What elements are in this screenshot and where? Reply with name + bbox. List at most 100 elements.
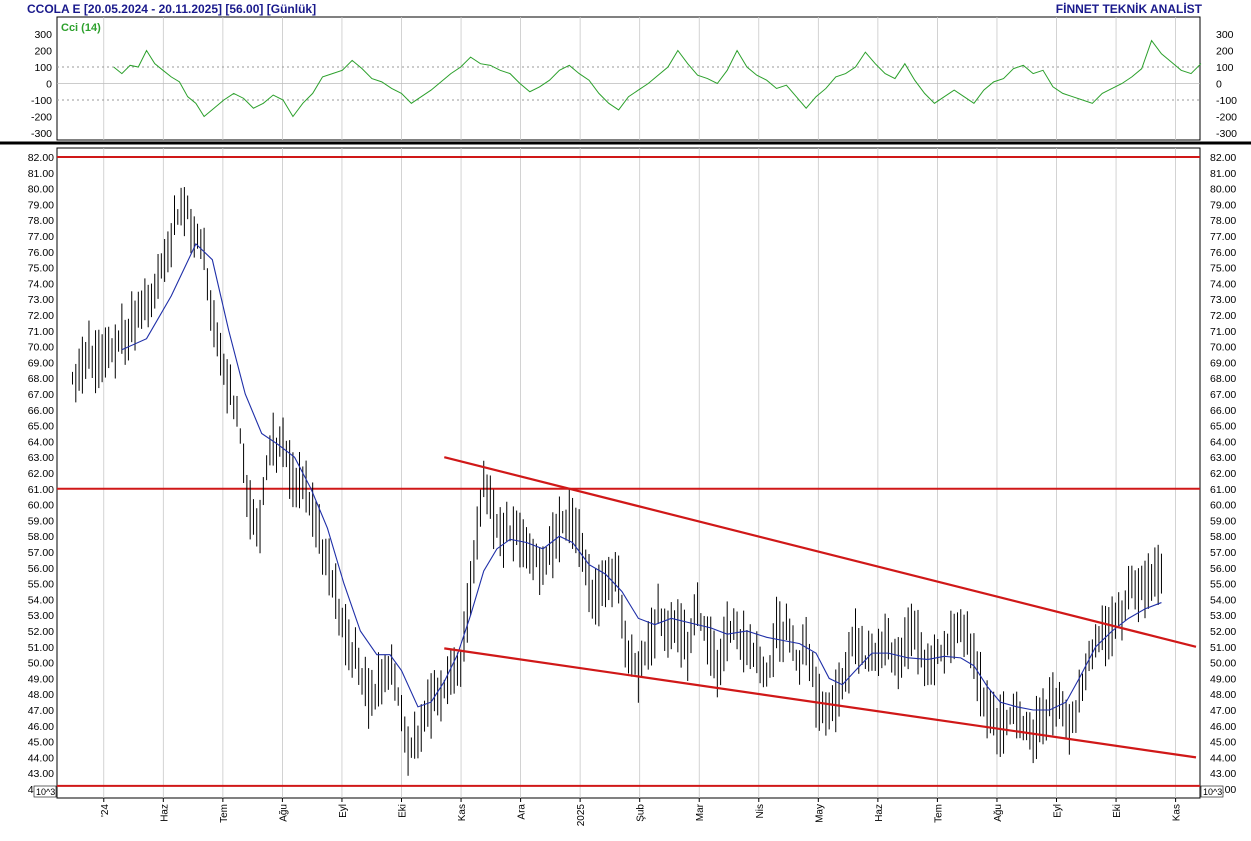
- scale-note-right: 10^3: [1200, 785, 1224, 798]
- price-y-tick-left: 71.00: [28, 326, 54, 338]
- price-y-tick-right: 50.00: [1210, 658, 1236, 670]
- price-y-tick-left: 76.00: [28, 247, 54, 259]
- price-y-tick-left: 46.00: [28, 721, 54, 733]
- price-y-tick-right: 76.00: [1210, 247, 1236, 259]
- price-y-tick-left: 50.00: [28, 658, 54, 670]
- price-y-tick-right: 75.00: [1210, 263, 1236, 275]
- price-bars: [72, 187, 1162, 776]
- cci-y-tick-right: -300: [1216, 128, 1237, 140]
- price-y-tick-right: 70.00: [1210, 342, 1236, 354]
- price-y-tick-right: 49.00: [1210, 673, 1236, 685]
- price-y-tick-left: 62.00: [28, 468, 54, 480]
- cci-y-tick-left: -300: [31, 128, 52, 140]
- price-y-tick-left: 80.00: [28, 184, 54, 196]
- price-y-tick-right: 73.00: [1210, 294, 1236, 306]
- price-y-tick-right: 61.00: [1210, 484, 1236, 496]
- price-y-tick-right: 67.00: [1210, 389, 1236, 401]
- price-y-tick-left: 54.00: [28, 594, 54, 606]
- price-y-tick-right: 59.00: [1210, 515, 1236, 527]
- price-y-tick-right: 65.00: [1210, 421, 1236, 433]
- price-y-tick-left: 60.00: [28, 500, 54, 512]
- price-y-tick-right: 69.00: [1210, 357, 1236, 369]
- price-panel-border: [56, 147, 1201, 799]
- price-y-tick-left: 53.00: [28, 610, 54, 622]
- cci-y-tick-right: -100: [1216, 95, 1237, 107]
- price-y-tick-left: 66.00: [28, 405, 54, 417]
- x-tick-label: Haz: [874, 804, 885, 822]
- x-tick-label: Haz: [159, 804, 170, 822]
- period-label: [Günlük]: [266, 2, 317, 16]
- price-y-tick-right: 64.00: [1210, 436, 1236, 448]
- cci-y-tick-right: 0: [1216, 79, 1222, 91]
- x-tick-label: May: [814, 804, 825, 823]
- price-y-tick-left: 81.00: [28, 168, 54, 180]
- moving-average: [121, 242, 1162, 711]
- price-y-tick-left: 64.00: [28, 436, 54, 448]
- x-tick-label: Kas: [1172, 804, 1183, 821]
- price-y-tick-right: 44.00: [1210, 752, 1236, 764]
- last-price-label: [56.00]: [225, 2, 264, 16]
- price-y-tick-right: 56.00: [1210, 563, 1236, 575]
- cci-y-tick-right: 200: [1216, 46, 1234, 58]
- price-y-tick-left: 48.00: [28, 689, 54, 701]
- price-y-tick-right: 58.00: [1210, 531, 1236, 543]
- price-y-tick-right: 72.00: [1210, 310, 1236, 322]
- trend-line: [443, 456, 1197, 648]
- symbol-label: CCOLA E: [27, 2, 81, 16]
- price-y-tick-right: 45.00: [1210, 737, 1236, 749]
- horizontal-support-resistance-lines: [57, 156, 1200, 787]
- price-y-tick-right: 68.00: [1210, 373, 1236, 385]
- price-y-tick-left: 79.00: [28, 199, 54, 211]
- price-y-tick-left: 61.00: [28, 484, 54, 496]
- price-y-tick-right: 78.00: [1210, 215, 1236, 227]
- price-y-tick-right: 51.00: [1210, 642, 1236, 654]
- price-y-tick-left: 57.00: [28, 547, 54, 559]
- price-y-tick-right: 54.00: [1210, 594, 1236, 606]
- price-y-tick-left: 45.00: [28, 737, 54, 749]
- price-y-tick-left: 68.00: [28, 373, 54, 385]
- brand-label: FİNNET TEKNİK ANALİST: [1055, 2, 1202, 16]
- scale-note-left: 10^3: [33, 785, 57, 798]
- price-y-tick-left: 65.00: [28, 421, 54, 433]
- chart-header: CCOLA E [20.05.2024 - 20.11.2025] [56.00…: [27, 2, 316, 16]
- price-y-tick-right: 62.00: [1210, 468, 1236, 480]
- price-y-tick-left: 52.00: [28, 626, 54, 638]
- x-tick-label: Mar: [695, 803, 706, 821]
- price-y-tick-right: 79.00: [1210, 199, 1236, 211]
- x-axis-ticks: '24 Haz Tem Ağu Eyl Eki Kas Ara 2025 Şub Mar Nis May…: [100, 798, 1183, 826]
- x-tick-label: Eki: [398, 804, 409, 818]
- x-tick-label: Eyl: [338, 804, 349, 818]
- price-y-tick-right: 57.00: [1210, 547, 1236, 559]
- cci-y-tick-left: 100: [34, 62, 52, 74]
- price-y-tick-right: 47.00: [1210, 705, 1236, 717]
- cci-y-tick-left: -200: [31, 112, 52, 124]
- price-y-tick-right: 80.00: [1210, 184, 1236, 196]
- cci-y-tick-left: 200: [34, 46, 52, 58]
- cci-reference-lines: [57, 66, 1200, 101]
- price-y-tick-left: 67.00: [28, 389, 54, 401]
- price-y-tick-right: 81.00: [1210, 168, 1236, 180]
- price-y-tick-left: 44.00: [28, 752, 54, 764]
- x-tick-label: Şub: [636, 804, 647, 822]
- scale-note-right-text: 10^3: [1203, 787, 1222, 797]
- cci-line: [113, 39, 1202, 118]
- x-tick-label: 2025: [576, 804, 587, 827]
- cci-panel-border: [56, 16, 1201, 141]
- price-y-tick-left: 49.00: [28, 673, 54, 685]
- price-y-tick-left: 47.00: [28, 705, 54, 717]
- price-y-tick-right: 71.00: [1210, 326, 1236, 338]
- x-tick-label: Ağu: [278, 804, 289, 822]
- price-y-tick-left: 55.00: [28, 579, 54, 591]
- price-y-tick-left: 73.00: [28, 294, 54, 306]
- x-tick-label: Ağu: [993, 804, 1004, 822]
- price-y-tick-left: 69.00: [28, 357, 54, 369]
- price-y-tick-right: 55.00: [1210, 579, 1236, 591]
- cci-y-tick-right: -200: [1216, 112, 1237, 124]
- cci-y-tick-left: 300: [34, 29, 52, 41]
- price-y-tick-right: 53.00: [1210, 610, 1236, 622]
- price-y-tick-right: 77.00: [1210, 231, 1236, 243]
- price-y-tick-left: 51.00: [28, 642, 54, 654]
- moving-average-line: [121, 242, 1162, 711]
- x-tick-label: Eki: [1112, 804, 1123, 818]
